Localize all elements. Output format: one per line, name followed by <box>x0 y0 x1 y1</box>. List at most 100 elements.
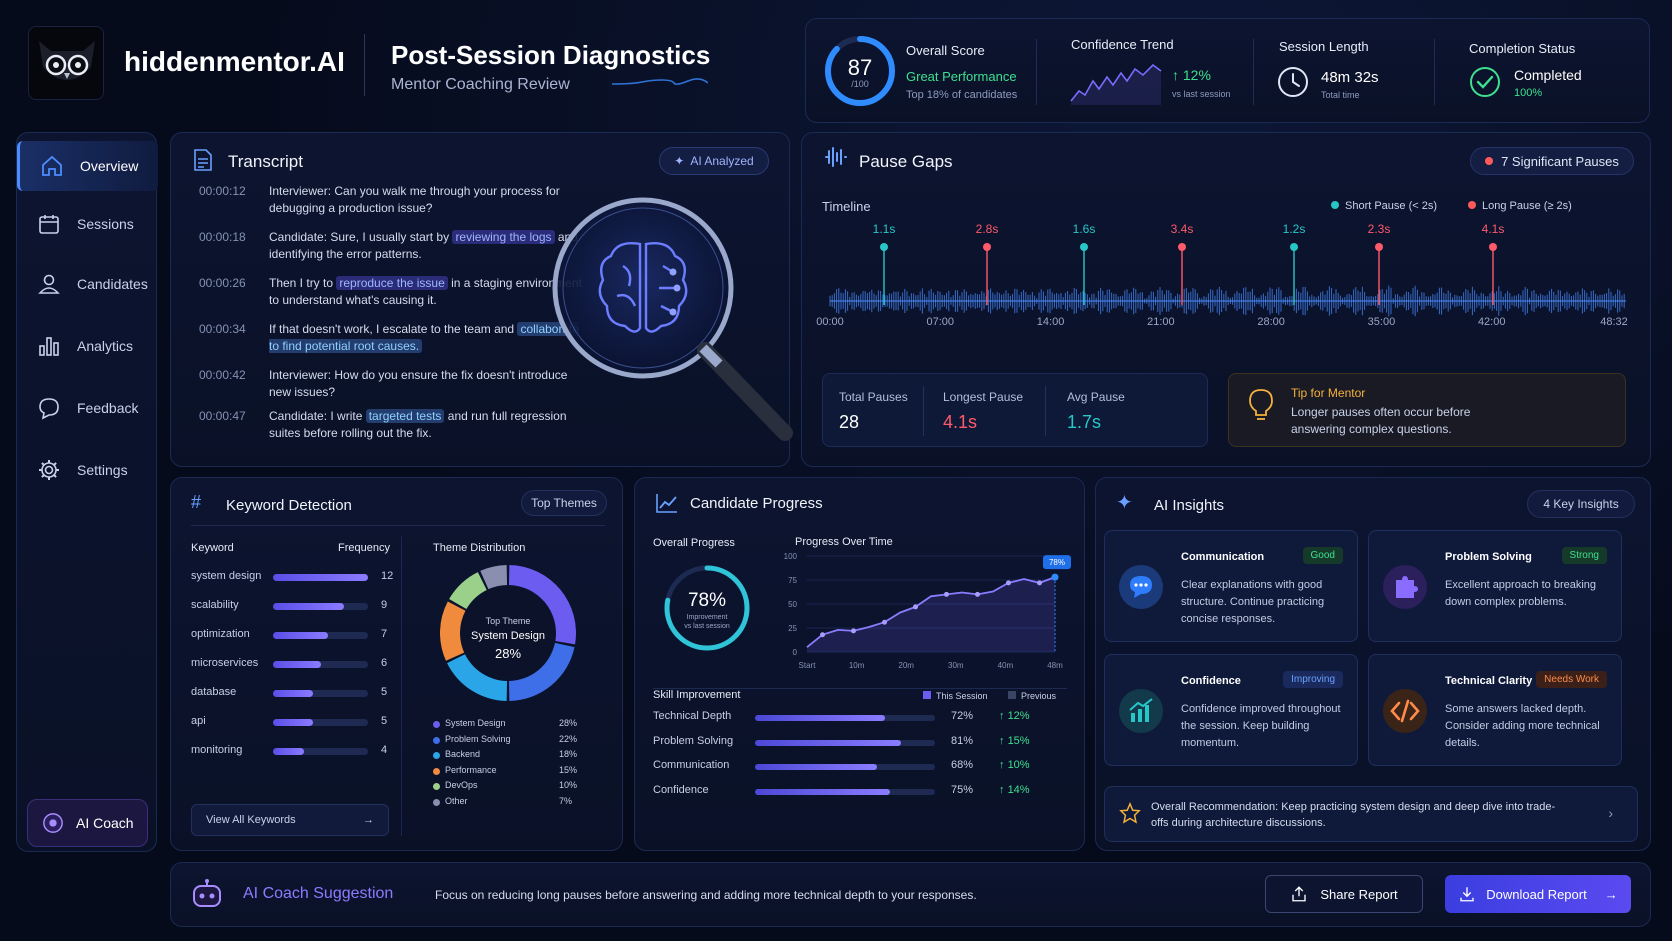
keyword-detection-title: Keyword Detection <box>226 497 352 514</box>
insight-body: Confidence improved throughout the sessi… <box>1181 703 1341 749</box>
skill-bar-track <box>755 788 935 795</box>
insight-card[interactable]: Communication Good Clear explanations with… <box>1104 530 1358 642</box>
keyword-frequency: 9 <box>381 599 388 611</box>
insight-card[interactable]: Problem Solving Strong Excellent approach … <box>1368 530 1622 642</box>
pause-marker-dot[interactable] <box>1375 243 1383 251</box>
legend-swatch <box>433 752 440 759</box>
keyword-highlight[interactable]: targeted tests <box>365 409 445 423</box>
top-themes-badge[interactable]: Top Themes <box>521 490 607 516</box>
x-tick-label: Start <box>799 661 817 670</box>
section-divider <box>653 688 1067 689</box>
document-icon <box>194 149 212 171</box>
keyword-name: api <box>191 715 206 727</box>
pause-marker-dot[interactable] <box>1178 243 1186 251</box>
theme-pct: 10% <box>559 780 578 790</box>
timeline-tick-label: 35:00 <box>1368 316 1396 327</box>
donut-center-name: System Design <box>471 630 545 642</box>
theme-name: DevOps <box>445 780 478 790</box>
data-point[interactable] <box>851 628 856 634</box>
transcript-text: Then I try to reproduce the issue in a s… <box>269 275 589 309</box>
data-point[interactable] <box>1006 580 1011 586</box>
ai-coach-button[interactable]: AI Coach <box>27 799 148 847</box>
transcript-timestamp: 00:00:26 <box>199 276 246 290</box>
insight-title: Communication <box>1181 551 1265 563</box>
chat-bubble-icon <box>1119 565 1163 609</box>
stat-divider <box>923 386 924 436</box>
download-report-button[interactable]: Download Report → <box>1445 875 1631 913</box>
sidebar-item-analytics[interactable]: Analytics <box>17 321 158 371</box>
brand-name: hiddenmentor.AI <box>124 46 345 77</box>
donut-slice[interactable] <box>449 572 487 610</box>
badge-label: AI Analyzed <box>690 154 754 168</box>
data-point[interactable] <box>820 632 825 638</box>
keyword-highlight[interactable]: reviewing the logs <box>452 230 555 244</box>
ai-coach-label: AI Coach <box>76 815 134 831</box>
timeline-tick-label: 14:00 <box>1037 316 1065 327</box>
pause-marker-dot[interactable] <box>983 243 991 251</box>
user-icon <box>38 274 60 294</box>
sidebar-item-overview[interactable]: Overview <box>17 141 158 191</box>
completion-value: Completed <box>1514 67 1582 83</box>
magnifier-brain-illustration <box>552 197 793 441</box>
skill-row: Technical Depth 72% ↑ 12% <box>653 710 1063 726</box>
data-point[interactable] <box>1051 573 1059 581</box>
owl-logo-icon <box>39 41 95 80</box>
pause-marker-dot[interactable] <box>1290 243 1298 251</box>
pause-marker-dot[interactable] <box>1080 243 1088 251</box>
legend-short: Short Pause (< 2s) <box>1331 200 1437 212</box>
trend-note: vs last session <box>1172 89 1231 99</box>
donut-slice[interactable] <box>508 565 576 645</box>
pause-marker-dot[interactable] <box>880 243 888 251</box>
legend-prev-label: Previous <box>1021 691 1057 701</box>
pause-marker-label: 2.8s <box>976 222 999 236</box>
keyword-highlight[interactable]: reproduce the issue <box>336 276 448 290</box>
sidebar-item-candidates[interactable]: Candidates <box>17 259 158 309</box>
x-tick-label: 20m <box>898 661 914 670</box>
donut-slice[interactable] <box>447 654 508 701</box>
insight-card[interactable]: Confidence Improving Confidence improved t… <box>1104 654 1358 766</box>
sidebar-item-settings[interactable]: Settings <box>17 445 158 495</box>
donut-slice[interactable] <box>440 601 466 661</box>
share-label: Share Report <box>1320 886 1398 902</box>
donut-slice[interactable] <box>480 565 508 590</box>
data-point[interactable] <box>882 619 887 625</box>
arrow-up-icon: ↑ <box>999 783 1008 796</box>
stat-divider <box>1045 386 1046 436</box>
data-point[interactable] <box>944 591 949 597</box>
keyword-frequency: 5 <box>381 715 388 727</box>
keyword-row: database 5 <box>191 686 396 702</box>
score-value: 87 <box>847 55 873 80</box>
data-point[interactable] <box>913 604 918 610</box>
home-icon <box>42 155 62 176</box>
data-point[interactable] <box>975 591 980 597</box>
pause-marker-dot[interactable] <box>1489 243 1497 251</box>
data-point[interactable] <box>1037 580 1042 586</box>
pause-stats-box: Total Pauses 28 Longest Pause 4.1s Avg P… <box>822 373 1208 447</box>
donut-slice[interactable] <box>508 642 575 701</box>
keyword-frequency: 6 <box>381 657 388 669</box>
hash-icon: # <box>191 492 202 512</box>
transcript-panel: Transcript ✦ AI Analyzed 00:00:12 Intervie… <box>170 132 793 467</box>
timeline-tick-label: 42:00 <box>1478 316 1506 327</box>
line-area <box>807 577 1055 652</box>
stat-divider <box>1253 39 1254 105</box>
candidate-progress-panel: Candidate Progress Overall Progress 78% … <box>634 477 1085 851</box>
skill-improvement-value: 12% <box>1007 710 1030 722</box>
keyword-row: optimization 7 <box>191 628 396 644</box>
recommendation-box[interactable]: Overall Recommendation: Keep practicing … <box>1104 786 1638 842</box>
skill-name: Problem Solving <box>653 734 734 747</box>
sidebar-item-feedback[interactable]: Feedback <box>17 383 158 433</box>
theme-donut-chart <box>440 565 576 701</box>
keyword-name: microservices <box>191 657 259 669</box>
sidebar-item-sessions[interactable]: Sessions <box>17 199 158 249</box>
sidebar-item-label: Settings <box>77 462 128 478</box>
skill-improvement-title: Skill Improvement <box>653 689 741 701</box>
view-all-keywords-button[interactable]: View All Keywords → <box>191 804 389 836</box>
skill-improvement: ↑ 12% <box>999 710 1030 722</box>
share-report-button[interactable]: Share Report <box>1265 875 1423 913</box>
timeline-tick-label: 21:00 <box>1147 316 1175 327</box>
session-length-label: Session Length <box>1279 39 1369 54</box>
keyword-name: system design <box>191 570 262 582</box>
insight-card[interactable]: Technical Clarity Needs Work Some answers … <box>1368 654 1622 766</box>
sidebar-item-label: Candidates <box>77 276 148 292</box>
